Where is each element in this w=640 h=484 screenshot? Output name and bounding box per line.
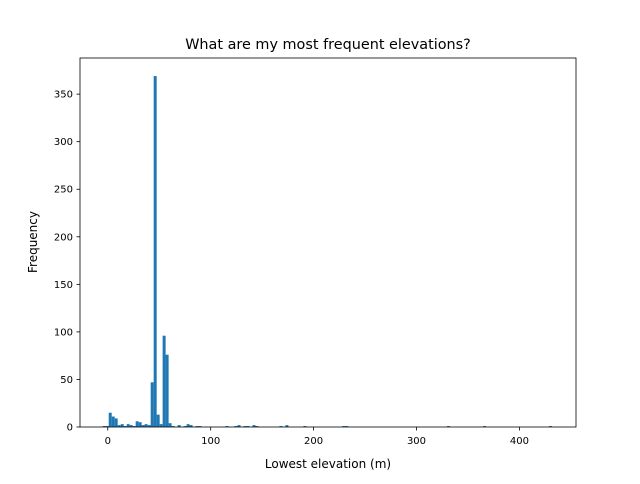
histogram-bar — [198, 426, 202, 427]
histogram-bar — [195, 426, 199, 427]
y-tick-label: 350 — [54, 90, 73, 101]
y-tick-label: 100 — [54, 327, 73, 338]
histogram-bar — [303, 426, 307, 427]
histogram-bar — [447, 426, 451, 427]
histogram-bar — [111, 416, 115, 427]
histogram-bar — [141, 425, 145, 427]
x-tick-label: 400 — [510, 436, 529, 447]
histogram-bar — [150, 382, 154, 427]
histogram-bar — [153, 76, 157, 428]
histogram-bar — [135, 421, 139, 427]
histogram-bar — [165, 354, 169, 427]
histogram-bar — [156, 414, 160, 427]
histogram-bar — [159, 424, 163, 427]
histogram-bar — [548, 426, 552, 427]
x-tick-label: 0 — [105, 436, 111, 447]
histogram-bar — [252, 425, 256, 427]
histogram-bar — [243, 426, 247, 427]
y-tick-label: 50 — [60, 375, 73, 386]
histogram-bar — [114, 418, 118, 427]
histogram-bar — [345, 426, 349, 427]
histogram-bar — [102, 426, 106, 427]
y-tick-label: 300 — [54, 137, 73, 148]
histogram-bar — [162, 335, 166, 427]
histogram-bar — [120, 424, 124, 427]
histogram-bar — [147, 425, 151, 427]
y-axis-label: Frequency — [26, 211, 40, 273]
histogram-bar — [246, 426, 250, 427]
histogram-bar — [186, 424, 190, 427]
histogram-bar — [117, 425, 121, 427]
chart-title: What are my most frequent elevations? — [185, 37, 471, 53]
histogram-bar — [123, 426, 127, 427]
histogram-bar — [108, 412, 112, 427]
x-tick-label: 200 — [304, 436, 323, 447]
y-tick-label: 200 — [54, 232, 73, 243]
x-tick-label: 100 — [201, 436, 220, 447]
x-axis-ticks: 0 100 200 300 400 — [105, 427, 529, 447]
histogram-bar — [483, 426, 487, 427]
histogram-bar — [234, 426, 238, 427]
histogram-bar — [225, 426, 229, 427]
histogram-bar — [279, 426, 283, 427]
histogram-bar — [168, 423, 172, 427]
y-tick-label: 150 — [54, 280, 73, 291]
histogram-bar — [144, 424, 148, 427]
histogram-bar — [126, 424, 130, 427]
histogram-bar — [105, 426, 109, 427]
histogram-bar — [132, 426, 136, 427]
y-tick-label: 0 — [67, 423, 73, 434]
histogram-bar — [285, 425, 289, 427]
histogram-bar — [255, 426, 259, 427]
y-axis-ticks: 0 50 100 150 200 250 300 350 — [54, 90, 80, 434]
histogram-bar — [177, 425, 181, 427]
x-tick-label: 300 — [407, 436, 426, 447]
x-axis-label: Lowest elevation (m) — [265, 457, 391, 471]
histogram-bar — [342, 426, 346, 427]
bars-group — [102, 76, 552, 428]
histogram-bar — [129, 425, 133, 427]
histogram-bar — [237, 425, 241, 427]
axes-frame — [79, 57, 577, 428]
histogram-bar — [138, 422, 142, 427]
histogram-bar — [183, 426, 187, 427]
histogram-bar — [189, 425, 193, 427]
y-tick-label: 250 — [54, 185, 73, 196]
histogram-bar — [171, 426, 175, 427]
